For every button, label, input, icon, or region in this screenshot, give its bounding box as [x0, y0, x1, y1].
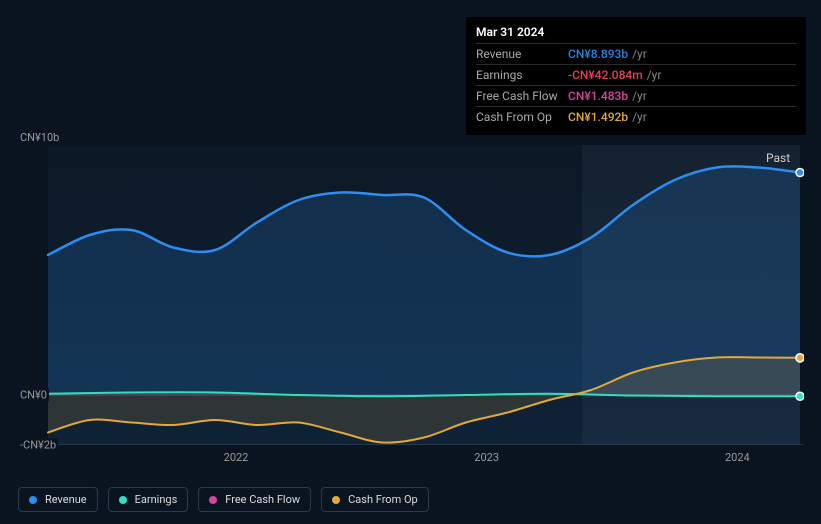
legend-item[interactable]: Earnings — [108, 487, 189, 512]
tooltip-metric-label: Revenue — [476, 47, 568, 61]
tooltip-metric-label: Free Cash Flow — [476, 89, 568, 103]
legend-item[interactable]: Cash From Op — [321, 487, 429, 512]
tooltip-metric-suffix: /yr — [632, 89, 647, 103]
tooltip-metric-suffix: /yr — [632, 110, 647, 124]
tooltip-metric-value: CN¥8.893b — [568, 47, 628, 61]
tooltip-metric-suffix: /yr — [632, 47, 647, 61]
tooltip-metric-value: -CN¥42.084m — [568, 68, 643, 82]
tooltip-metric-value: CN¥1.483b — [568, 89, 628, 103]
financials-chart[interactable]: CN¥10b CN¥0 -CN¥2b 2022 2023 2024 Past — [18, 120, 804, 480]
x-axis-label: 2024 — [725, 451, 750, 464]
legend-color-dot — [209, 496, 217, 504]
past-region-label: Past — [766, 151, 790, 165]
tooltip-date: Mar 31 2024 — [476, 25, 796, 43]
chart-tooltip: Mar 31 2024 RevenueCN¥8.893b/yrEarnings-… — [466, 17, 806, 135]
x-axis-label: 2022 — [224, 451, 249, 464]
y-axis-label: CN¥10b — [18, 131, 61, 144]
legend-label: Revenue — [45, 493, 87, 506]
tooltip-row: Earnings-CN¥42.084m/yr — [476, 64, 796, 85]
x-axis-label: 2023 — [474, 451, 499, 464]
tooltip-metric-label: Earnings — [476, 68, 568, 82]
legend-color-dot — [29, 496, 37, 504]
legend-label: Free Cash Flow — [225, 493, 300, 506]
y-axis-label: CN¥0 — [18, 389, 49, 402]
tooltip-row: Free Cash FlowCN¥1.483b/yr — [476, 85, 796, 106]
tooltip-row: RevenueCN¥8.893b/yr — [476, 43, 796, 64]
legend-item[interactable]: Free Cash Flow — [198, 487, 311, 512]
y-axis-label: -CN¥2b — [18, 439, 58, 452]
legend-label: Earnings — [135, 493, 178, 506]
legend-color-dot — [332, 496, 340, 504]
tooltip-row: Cash From OpCN¥1.492b/yr — [476, 106, 796, 127]
tooltip-metric-label: Cash From Op — [476, 110, 568, 124]
legend-label: Cash From Op — [348, 493, 418, 506]
tooltip-metric-suffix: /yr — [647, 68, 662, 82]
chart-legend: Revenue Earnings Free Cash Flow Cash From O… — [18, 487, 429, 512]
legend-item[interactable]: Revenue — [18, 487, 98, 512]
legend-color-dot — [119, 496, 127, 504]
tooltip-metric-value: CN¥1.492b — [568, 110, 628, 124]
